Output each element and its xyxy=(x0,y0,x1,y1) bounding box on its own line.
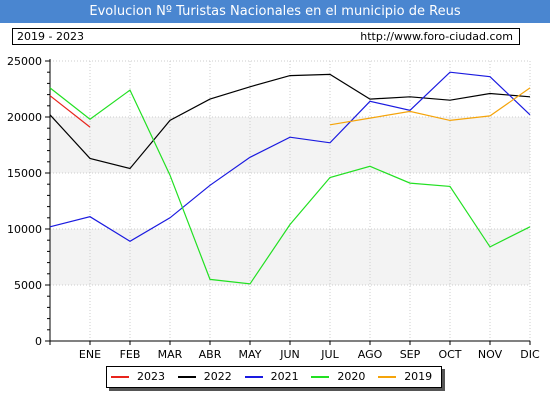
y-tick-label: 15000 xyxy=(7,167,42,180)
x-tick-label: MAY xyxy=(239,348,262,361)
x-tick-label: JUN xyxy=(279,348,300,361)
legend-swatch xyxy=(177,376,196,378)
info-box: 2019 - 2023 http://www.foro-ciudad.com xyxy=(12,28,520,45)
x-tick-label: DIC xyxy=(520,348,540,361)
chart-title: Evolucion Nº Turistas Nacionales en el m… xyxy=(0,0,550,23)
legend-item-2023: 2023 xyxy=(111,367,178,387)
legend-swatch xyxy=(244,376,263,378)
series-line-2020 xyxy=(49,87,531,285)
x-tick-label: OCT xyxy=(438,348,461,361)
legend-swatch xyxy=(311,376,330,378)
legend-item-2020: 2020 xyxy=(311,367,378,387)
axis-ticks: 0 5000 10000 15000 20000 25000 ENE FEB MAR ABR MAY… xyxy=(7,55,540,361)
legend-label: 2019 xyxy=(404,370,433,383)
legend-label: 2023 xyxy=(137,370,165,383)
series-line-2021 xyxy=(49,71,531,243)
series-lines xyxy=(49,71,531,285)
x-tick-label: FEB xyxy=(120,348,141,361)
legend-label: 2021 xyxy=(270,370,299,383)
x-tick-label: SEP xyxy=(400,348,421,361)
y-tick-label: 25000 xyxy=(7,55,42,68)
x-tick-label: NOV xyxy=(478,348,503,361)
y-tick-label: 20000 xyxy=(7,111,42,124)
x-tick-label: AGO xyxy=(358,348,383,361)
series-line-2019 xyxy=(329,87,531,126)
year-range-label: 2019 - 2023 xyxy=(17,30,84,43)
gridlines xyxy=(50,60,531,341)
legend-item-2019: 2019 xyxy=(378,367,445,387)
legend-swatch xyxy=(111,376,129,378)
legend-item-2021: 2021 xyxy=(244,367,312,387)
x-tick-label: ABR xyxy=(199,348,222,361)
legend-item-2022: 2022 xyxy=(177,367,245,387)
legend-label: 2020 xyxy=(337,370,366,383)
y-tick-label: 10000 xyxy=(7,223,42,236)
x-tick-label: MAR xyxy=(158,348,183,361)
x-tick-label: ENE xyxy=(79,348,101,361)
source-url[interactable]: http://www.foro-ciudad.com xyxy=(360,30,513,43)
series-line-2022 xyxy=(49,73,531,170)
legend: 2023 2022 2021 2020 2019 xyxy=(106,366,442,388)
y-tick-label: 0 xyxy=(35,335,42,348)
legend-label: 2022 xyxy=(203,370,232,383)
series-line-2023 xyxy=(49,95,91,128)
x-tick-label: JUL xyxy=(320,348,339,361)
plot-area xyxy=(50,61,530,341)
y-tick-label: 5000 xyxy=(14,279,42,292)
legend-swatch xyxy=(378,376,397,378)
